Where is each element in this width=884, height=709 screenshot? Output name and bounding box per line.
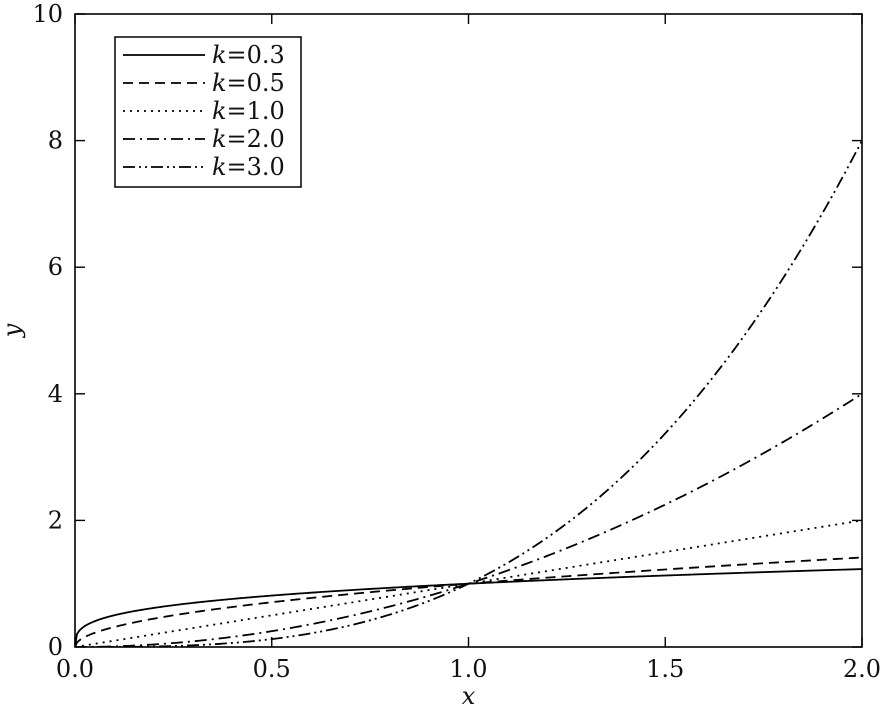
y-tick-label: 4 (48, 380, 63, 408)
legend-label: k=0.5 (212, 69, 285, 97)
series-line-k=3.0 (75, 140, 862, 647)
x-axis-title: x (462, 682, 476, 709)
series-line-k=2.0 (75, 393, 862, 647)
ticks-layer: 0.0 0.5 1.0 1.5 2.0 0 2 4 6 8 10 (32, 0, 881, 683)
legend-label: k=1.0 (212, 97, 285, 125)
y-tick-label: 2 (48, 506, 63, 534)
y-tick-label: 10 (32, 0, 63, 28)
x-tick-label: 0.5 (253, 655, 291, 683)
series-line-k=0.3 (75, 568, 862, 647)
series-layer (75, 140, 862, 647)
plot-frame (74, 13, 863, 648)
x-tick-label: 2.0 (843, 655, 881, 683)
legend-label: k=0.3 (212, 41, 285, 69)
legend-label: k=3.0 (212, 153, 285, 181)
legend-label: k=2.0 (212, 125, 285, 153)
y-axis-title: y (0, 323, 26, 338)
x-tick-label: 1.5 (646, 655, 684, 683)
x-tick-label: 1.0 (449, 655, 487, 683)
legend: k=0.3k=0.5k=1.0k=2.0k=3.0 (114, 36, 302, 188)
y-tick-label: 6 (48, 253, 63, 281)
x-tick-label: 0.0 (56, 655, 94, 683)
y-tick-label: 8 (48, 127, 63, 155)
y-tick-label: 0 (48, 633, 63, 661)
legend-box (114, 36, 302, 188)
